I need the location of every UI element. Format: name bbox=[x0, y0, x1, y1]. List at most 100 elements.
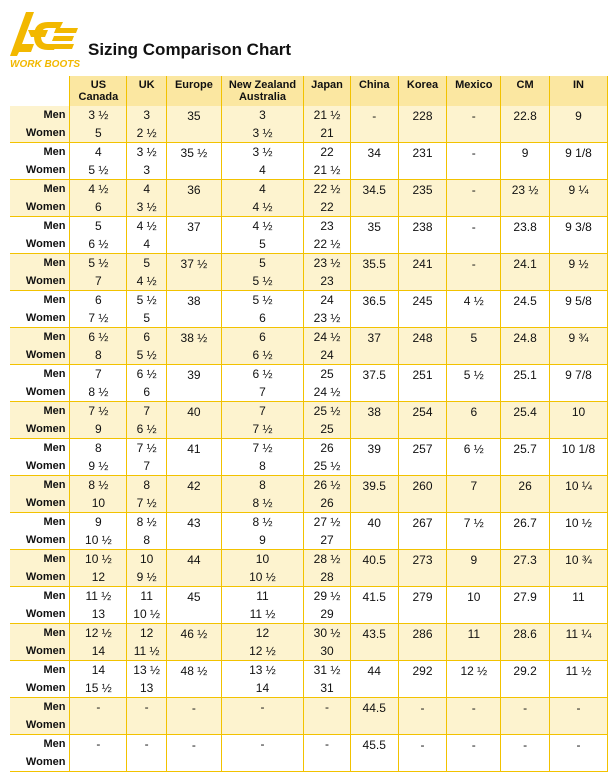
women-size: 15 ½ bbox=[85, 681, 112, 696]
women-size: 22 bbox=[320, 200, 334, 215]
size-value: 248 bbox=[412, 331, 433, 346]
size-value: 12 ½ bbox=[460, 664, 488, 679]
men-size: 8 bbox=[143, 478, 150, 493]
size-cell-kr: 260 bbox=[397, 475, 448, 513]
size-value: 10 ¾ bbox=[565, 553, 592, 568]
table-header-row: US Canada UK Europe New Zealand Australia Japa… bbox=[10, 76, 609, 106]
size-value: 251 bbox=[412, 368, 433, 383]
size-value: 10 ½ bbox=[565, 516, 592, 531]
size-cell-cn: 44 bbox=[349, 660, 399, 698]
men-size: 31 ½ bbox=[313, 663, 341, 678]
size-cell-in: 9 5/8 bbox=[548, 290, 609, 328]
size-value: 26.7 bbox=[513, 516, 537, 531]
gender-label-men: Men bbox=[43, 294, 66, 307]
size-cell-uk: 10 9 ½ bbox=[126, 549, 167, 587]
size-cell-kr: 235 bbox=[397, 179, 448, 217]
women-size: 10 ½ bbox=[249, 570, 276, 585]
men-size: 25 ½ bbox=[313, 404, 341, 419]
size-cell-jp: 27 ½ 27 bbox=[303, 512, 351, 550]
size-value: 6 bbox=[470, 405, 478, 420]
women-size: 9 bbox=[95, 422, 102, 437]
size-cell-mx: - bbox=[446, 253, 502, 291]
table-row: Men Women 12 ½ 14 12 11 ½ 46 ½ 12 12 ½ 30 ½ 30 43.5… bbox=[10, 623, 609, 661]
size-value: 37 ½ bbox=[180, 257, 208, 272]
men-size: - bbox=[324, 700, 329, 715]
women-size: 2 ½ bbox=[136, 126, 157, 140]
men-size: 7 bbox=[259, 404, 266, 419]
size-value: 25.1 bbox=[513, 368, 537, 383]
size-value: 273 bbox=[412, 553, 433, 568]
column-header-text: Europe bbox=[174, 79, 213, 91]
size-value: 9 bbox=[521, 146, 529, 161]
size-value: 260 bbox=[412, 479, 433, 494]
size-cell-in: 10 1/8 bbox=[548, 438, 609, 476]
size-value: 40 bbox=[187, 405, 201, 420]
size-cell-jp: 31 ½ 31 bbox=[303, 660, 351, 698]
gender-label-women: Women bbox=[25, 682, 66, 695]
size-value: 46 ½ bbox=[180, 627, 208, 642]
size-cell-uk: - bbox=[126, 697, 167, 735]
men-size: - bbox=[144, 737, 149, 752]
size-cell-cm: 25.1 bbox=[500, 364, 550, 402]
gender-label-men: Men bbox=[43, 257, 66, 270]
men-size: - bbox=[96, 700, 101, 715]
women-size: 8 bbox=[143, 533, 150, 548]
size-cell-kr: 292 bbox=[397, 660, 448, 698]
men-size: 8 bbox=[95, 441, 102, 456]
column-header-cn: China bbox=[349, 76, 399, 106]
size-cell-cm: 24.1 bbox=[500, 253, 550, 291]
men-size: 5 ½ bbox=[88, 256, 109, 271]
men-size: 8 ½ bbox=[88, 478, 109, 493]
size-cell-kr: 248 bbox=[397, 327, 448, 365]
women-size: 27 bbox=[320, 533, 334, 548]
gender-label-women: Women bbox=[25, 571, 66, 584]
men-size: - bbox=[324, 737, 329, 752]
size-value: 44.5 bbox=[362, 701, 386, 716]
size-value: - bbox=[523, 701, 528, 716]
women-size: 25 ½ bbox=[313, 459, 341, 474]
gender-label-women: Women bbox=[25, 756, 66, 769]
size-cell-cn: 41.5 bbox=[349, 586, 399, 624]
women-size: 6 bbox=[95, 200, 102, 215]
size-value: 48 ½ bbox=[180, 664, 208, 679]
size-value: 6 ½ bbox=[463, 442, 484, 457]
size-cell-eu: - bbox=[165, 734, 222, 772]
size-value: 37 bbox=[187, 220, 201, 235]
women-size: 7 bbox=[259, 385, 266, 400]
gender-label-women: Women bbox=[25, 497, 66, 510]
size-value: 10 bbox=[467, 590, 481, 605]
size-value: - bbox=[471, 146, 476, 161]
men-size: 6 bbox=[259, 330, 266, 345]
column-header-text: Japan bbox=[311, 79, 343, 91]
size-value: 38 ½ bbox=[180, 331, 208, 346]
men-size: 6 ½ bbox=[88, 330, 109, 345]
column-header-in: IN bbox=[548, 76, 609, 106]
size-cell-mx: 7 bbox=[446, 475, 502, 513]
size-cell-cm: 29.2 bbox=[500, 660, 550, 698]
women-size: 25 bbox=[320, 422, 334, 437]
size-cell-eu: - bbox=[165, 697, 222, 735]
men-size: 26 bbox=[320, 441, 334, 456]
size-cell-us: 8 ½ 10 bbox=[69, 475, 128, 513]
men-size: 4 bbox=[95, 145, 102, 160]
men-size: 5 bbox=[95, 219, 102, 234]
women-size: 13 bbox=[139, 681, 154, 696]
gender-label-women: Women bbox=[25, 349, 66, 362]
column-header-text: New Zealand bbox=[228, 79, 297, 91]
men-size: 3 bbox=[143, 108, 150, 122]
size-value: 10 bbox=[571, 405, 586, 420]
size-cell-uk: 11 10 ½ bbox=[126, 586, 167, 624]
size-value: 28.6 bbox=[513, 627, 537, 642]
size-value: - bbox=[471, 701, 476, 716]
size-value: 35 ½ bbox=[180, 146, 208, 161]
